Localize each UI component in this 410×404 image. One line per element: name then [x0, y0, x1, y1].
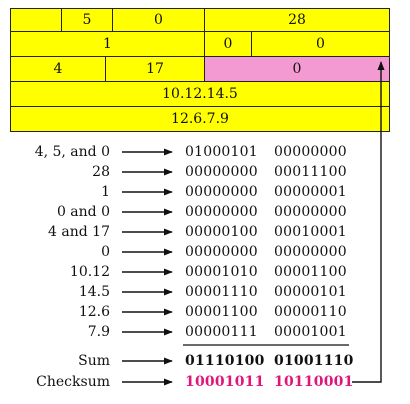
row-label: 14.5 — [78, 284, 110, 300]
binary-low-byte: 00011100 — [274, 164, 347, 180]
row-label: 7.9 — [87, 324, 110, 340]
header-source-address-field: 10.12.14.5 — [10, 81, 390, 107]
binary-high-byte: 00001100 — [185, 304, 258, 320]
binary-high-byte: 00000000 — [185, 184, 258, 200]
checksum-low-byte: 10110001 — [274, 374, 354, 390]
checksum-feedback-arrow — [352, 61, 385, 383]
header-fragment-offset-field: 0 — [251, 31, 390, 57]
header-version-field: 5 — [61, 8, 113, 32]
row-label: 4, 5, and 0 — [34, 144, 110, 160]
binary-low-byte: 00001100 — [274, 264, 347, 280]
row-label: 1 — [101, 184, 110, 200]
binary-low-byte: 00000000 — [274, 144, 347, 160]
header-identification-field: 1 — [10, 31, 205, 57]
row-label: 10.12 — [69, 264, 110, 280]
header-checksum-field: 0 — [204, 56, 390, 82]
row-label: 12.6 — [78, 304, 110, 320]
header-flags-field: 0 — [204, 31, 252, 57]
binary-high-byte: 00000111 — [185, 324, 258, 340]
binary-low-byte: 00000000 — [274, 244, 347, 260]
header-destination-address-field: 12.6.7.9 — [10, 106, 390, 132]
sum-label: Sum — [78, 353, 110, 369]
row-label: 28 — [92, 164, 110, 180]
header-ttl-field: 4 — [10, 56, 106, 82]
sum-low-byte: 01001110 — [274, 353, 354, 369]
binary-high-byte: 00000000 — [185, 164, 258, 180]
binary-high-byte: 00000100 — [185, 224, 258, 240]
binary-high-byte: 00001110 — [185, 284, 258, 300]
binary-high-byte: 00000000 — [185, 204, 258, 220]
binary-high-byte: 00000000 — [185, 244, 258, 260]
binary-low-byte: 00000101 — [274, 284, 347, 300]
row-label: 4 and 17 — [48, 224, 110, 240]
sum-high-byte: 01110100 — [185, 353, 265, 369]
row-label: 0 and 0 — [56, 204, 110, 220]
checksum-label: Checksum — [36, 374, 110, 390]
binary-low-byte: 00010001 — [274, 224, 347, 240]
row-label: 0 — [101, 244, 110, 260]
binary-high-byte: 00001010 — [185, 264, 258, 280]
ip-header-diagram: 5 0 28 1 0 0 4 17 0 10.12.14.5 12.6.7.9 — [10, 8, 390, 132]
binary-low-byte: 00000110 — [274, 304, 347, 320]
binary-low-byte: 00000000 — [274, 204, 347, 220]
binary-low-byte: 00000001 — [274, 184, 347, 200]
binary-low-byte: 00001001 — [274, 324, 347, 340]
binary-high-byte: 01000101 — [185, 144, 258, 160]
checksum-high-byte: 10001011 — [185, 374, 265, 390]
